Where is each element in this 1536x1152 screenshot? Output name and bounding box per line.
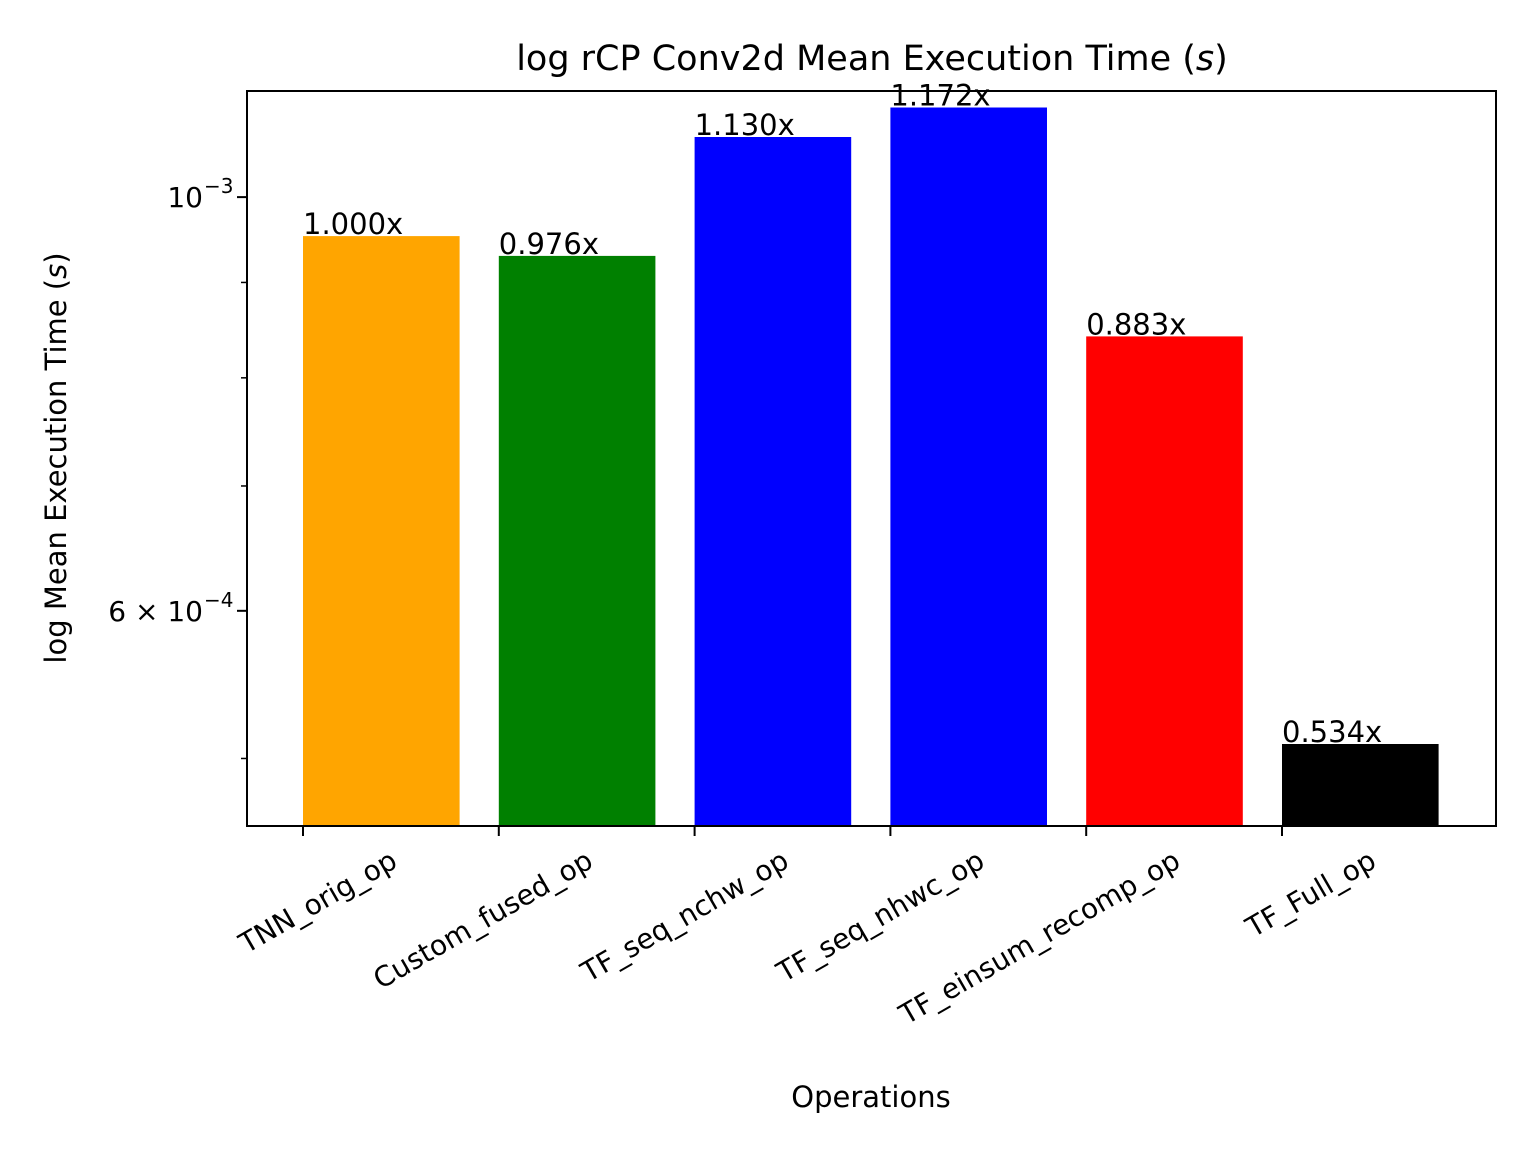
bar-TNN_orig_op [303,236,460,827]
y-tick-label-exponent: −4 [204,588,233,612]
bar-label-TF_seq_nhwc_op: 1.172x [890,79,990,113]
bar-TF_einsum_recomp_op [1086,336,1243,826]
y-axis-ticks: 10 −3 6 × 10 −4 [108,174,247,760]
bar-label-TNN_orig_op: 1.000x [303,207,403,241]
bar-Custom_fused_op [498,255,656,826]
y-axis-label: log Mean Execution Time (s) [39,252,73,663]
bar-labels-group: 1.000x 0.976x 1.130x 1.172x 0.883x 0.534x [303,79,1382,750]
y-tick-label: 10 [167,181,203,214]
bar-TF_Full_op [1282,744,1439,826]
x-axis-label: Operations [791,1080,950,1114]
bar-label-TF_einsum_recomp_op: 0.883x [1086,307,1186,341]
bar-label-TF_seq_nchw_op: 1.130x [695,108,795,142]
plot-frame [246,90,1497,827]
chart-title: log rCP Conv2d Mean Execution Time (s) [516,39,1228,79]
bar-label-Custom_fused_op: 0.976x [499,227,599,261]
y-tick-label: 6 × 10 [108,595,203,628]
y-tick-label-exponent: −3 [204,174,233,198]
bar-TF_seq_nchw_op [694,137,852,826]
bar-TF_seq_nhwc_op [890,107,1047,826]
bars-group [303,107,1439,827]
bar-label-TF_Full_op: 0.534x [1282,715,1382,749]
